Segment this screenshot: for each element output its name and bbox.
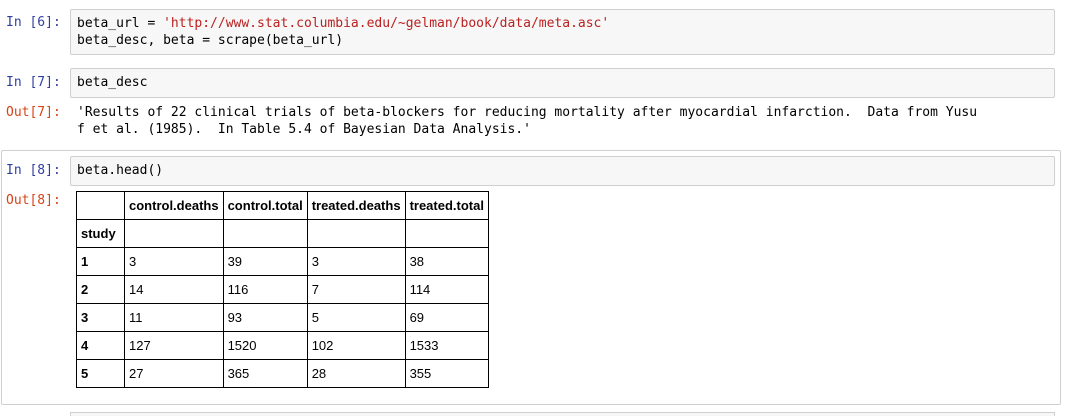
table-cell: 38 <box>404 247 489 276</box>
row-index: 5 <box>76 359 125 388</box>
cell-8-out-prompt: Out[8]: <box>6 193 61 208</box>
code-line-1: beta.head() <box>77 163 164 178</box>
cell-7-output: 'Results of 22 clinical trials of beta-b… <box>77 105 978 137</box>
code-text: beta_desc, beta = scrape(beta_url) <box>77 33 344 48</box>
table-cell: 1520 <box>222 331 308 360</box>
row-index: 2 <box>76 275 125 304</box>
table-cell: 5 <box>306 303 406 332</box>
table-cell: 355 <box>404 359 489 388</box>
table-row: 4 127 1520 102 1533 <box>76 331 489 360</box>
code-string: 'http://www.stat.columbia.edu/~gelman/bo… <box>163 16 610 31</box>
table-cell: 69 <box>404 303 489 332</box>
index-name: study <box>76 219 125 248</box>
row-index: 3 <box>76 303 125 332</box>
next-cell-input[interactable] <box>70 412 1055 416</box>
empty-header <box>222 219 308 248</box>
code-text: beta_url = <box>77 16 164 31</box>
column-header: treated.total <box>404 191 489 220</box>
row-index: 1 <box>76 247 125 276</box>
dataframe-table: control.deaths control.total treated.dea… <box>76 191 489 388</box>
column-header: control.total <box>222 191 308 220</box>
table-row: 1 3 39 3 38 <box>76 247 489 276</box>
cell-7-input[interactable]: beta_desc <box>70 68 1055 98</box>
column-header: control.deaths <box>124 191 224 220</box>
empty-header <box>306 219 406 248</box>
table-row: 5 27 365 28 355 <box>76 359 489 388</box>
table-cell: 28 <box>306 359 406 388</box>
table-row: 2 14 116 7 114 <box>76 275 489 304</box>
cell-8-input[interactable]: beta.head() <box>70 156 1055 186</box>
code-line-1: beta_desc <box>77 75 148 90</box>
cell-7-prompt: In [7]: <box>6 75 61 90</box>
table-cell: 127 <box>124 331 224 360</box>
code-line-2: beta_desc, beta = scrape(beta_url) <box>77 32 1048 49</box>
code-line-1: beta_url = 'http://www.stat.columbia.edu… <box>77 15 1048 32</box>
table-cell: 11 <box>124 303 224 332</box>
cell-8-prompt: In [8]: <box>6 163 61 178</box>
table-cell: 14 <box>124 275 224 304</box>
column-header: treated.deaths <box>306 191 406 220</box>
table-cell: 114 <box>404 275 489 304</box>
table-cell: 7 <box>306 275 406 304</box>
cell-6-prompt: In [6]: <box>6 15 61 30</box>
table-cell: 3 <box>306 247 406 276</box>
table-row: 3 11 93 5 69 <box>76 303 489 332</box>
table-cell: 102 <box>306 331 406 360</box>
table-cell: 1533 <box>404 331 489 360</box>
table-cell: 116 <box>222 275 308 304</box>
empty-header <box>124 219 224 248</box>
table-cell: 39 <box>222 247 308 276</box>
empty-header <box>404 219 489 248</box>
cell-8-frame[interactable] <box>1 150 1061 405</box>
table-header-row: control.deaths control.total treated.dea… <box>76 191 489 220</box>
row-index: 4 <box>76 331 125 360</box>
table-cell: 27 <box>124 359 224 388</box>
table-cell: 93 <box>222 303 308 332</box>
cell-6-input[interactable]: beta_url = 'http://www.stat.columbia.edu… <box>70 9 1055 55</box>
cell-7-out-prompt: Out[7]: <box>6 105 61 120</box>
table-cell: 3 <box>124 247 224 276</box>
table-corner <box>76 191 125 220</box>
table-index-name-row: study <box>76 219 489 248</box>
table-cell: 365 <box>222 359 308 388</box>
